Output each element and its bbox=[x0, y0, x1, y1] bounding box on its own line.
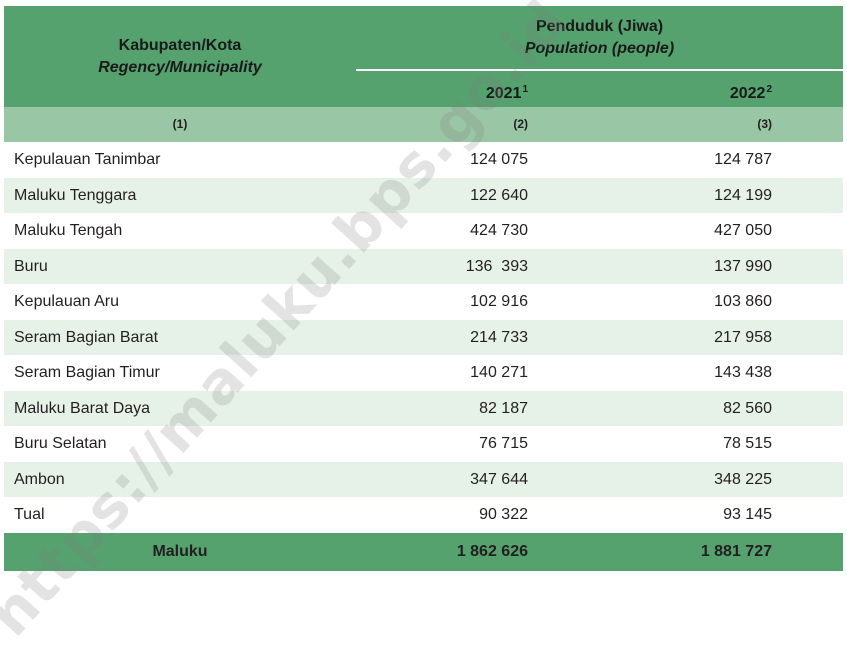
table-row: Maluku Barat Daya 82 187 82 560 bbox=[4, 390, 843, 426]
total-row: Maluku 1 862 626 1 881 727 bbox=[4, 532, 843, 571]
column-number-row: (1) (2) (3) bbox=[4, 107, 843, 142]
value-2022: 143 438 bbox=[714, 364, 772, 381]
table-row: Seram Bagian Barat 214 733 217 958 bbox=[4, 319, 843, 355]
value-2021: 90 322 bbox=[479, 506, 528, 523]
header-divider bbox=[356, 69, 843, 71]
row-name: Buru bbox=[14, 257, 48, 275]
table-row: Seram Bagian Timur 140 271 143 438 bbox=[4, 355, 843, 391]
year-2021-footnote: 1 bbox=[522, 84, 528, 95]
value-2021: 136 393 bbox=[465, 257, 528, 275]
value-2022: 103 860 bbox=[714, 293, 772, 310]
total-2021: 1 862 626 bbox=[456, 542, 528, 560]
table-row: Maluku Tengah 424 730 427 050 bbox=[4, 213, 843, 249]
value-2022: 124 199 bbox=[714, 186, 772, 204]
population-label: Penduduk (Jiwa) bbox=[535, 17, 664, 35]
value-2022: 137 990 bbox=[714, 257, 772, 275]
column-number-2: (2) bbox=[513, 117, 528, 131]
row-name: Kepulauan Aru bbox=[14, 293, 119, 310]
row-name: Seram Bagian Timur bbox=[14, 364, 160, 381]
value-2021: 424 730 bbox=[470, 222, 528, 239]
row-name: Seram Bagian Barat bbox=[14, 328, 159, 346]
table-row: Kepulauan Aru 102 916 103 860 bbox=[4, 284, 843, 320]
population-table: Kabupaten/Kota Regency/Municipality Pend… bbox=[4, 6, 843, 571]
row-name: Tual bbox=[14, 506, 45, 523]
total-label: Maluku bbox=[152, 542, 208, 560]
table-row: Buru 136 393 137 990 bbox=[4, 248, 843, 284]
value-2022: 217 958 bbox=[714, 328, 772, 346]
value-2021: 102 916 bbox=[470, 293, 528, 310]
region-label: Kabupaten/Kota bbox=[118, 36, 242, 54]
value-2021: 140 271 bbox=[470, 364, 528, 381]
value-2021: 214 733 bbox=[470, 328, 528, 346]
value-2022: 348 225 bbox=[714, 470, 772, 488]
value-2022: 78 515 bbox=[723, 435, 772, 452]
year-2022-footnote: 2 bbox=[766, 84, 772, 95]
value-2022: 124 787 bbox=[714, 151, 772, 168]
row-name: Kepulauan Tanimbar bbox=[14, 151, 161, 168]
table-row: Kepulauan Tanimbar 124 075 124 787 bbox=[4, 142, 843, 178]
value-2021: 124 075 bbox=[470, 151, 528, 168]
row-name: Maluku Barat Daya bbox=[14, 399, 151, 417]
total-2022: 1 881 727 bbox=[700, 542, 772, 560]
region-label-en: Regency/Municipality bbox=[98, 58, 262, 76]
column-number-3: (3) bbox=[757, 117, 772, 131]
value-2021: 76 715 bbox=[479, 435, 528, 452]
value-2021: 347 644 bbox=[470, 470, 528, 488]
year-2022-label: 2022 bbox=[729, 85, 766, 102]
value-2022: 93 145 bbox=[723, 506, 772, 523]
row-name: Ambon bbox=[14, 470, 65, 488]
population-group-header: Penduduk (Jiwa) Population (people) bbox=[356, 6, 843, 69]
value-2021: 82 187 bbox=[479, 399, 528, 417]
table-row: Buru Selatan 76 715 78 515 bbox=[4, 426, 843, 462]
year-2022-header: 20222 bbox=[528, 72, 772, 107]
row-name: Maluku Tengah bbox=[14, 222, 123, 239]
table-row: Tual 90 322 93 145 bbox=[4, 497, 843, 533]
value-2022: 427 050 bbox=[714, 222, 772, 239]
table-header: Kabupaten/Kota Regency/Municipality Pend… bbox=[4, 6, 843, 107]
region-column-header: Kabupaten/Kota Regency/Municipality bbox=[4, 6, 356, 107]
year-2021-label: 2021 bbox=[485, 85, 522, 102]
table-row: Maluku Tenggara 122 640 124 199 bbox=[4, 177, 843, 213]
table-row: Ambon 347 644 348 225 bbox=[4, 461, 843, 497]
column-number-1: (1) bbox=[172, 117, 188, 131]
population-label-en: Population (people) bbox=[524, 39, 675, 57]
year-2021-header: 20211 bbox=[356, 72, 528, 107]
table-body: Kepulauan Tanimbar 124 075 124 787 Maluku … bbox=[4, 142, 843, 533]
value-2021: 122 640 bbox=[470, 186, 528, 204]
row-name: Maluku Tenggara bbox=[14, 186, 137, 204]
row-name: Buru Selatan bbox=[14, 435, 107, 452]
value-2022: 82 560 bbox=[723, 399, 772, 417]
